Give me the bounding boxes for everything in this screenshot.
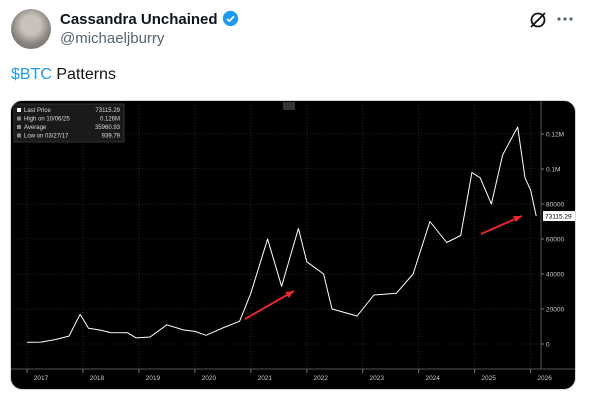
y-tick-label: 0.12M [546, 132, 564, 139]
x-tick-label: 2022 [314, 375, 329, 382]
legend-value: 939.79 [102, 134, 121, 140]
display-name[interactable]: Cassandra Unchained [60, 10, 239, 28]
y-tick-label: 40000 [546, 272, 564, 279]
x-tick-label: 2018 [90, 375, 105, 382]
avatar[interactable] [11, 9, 51, 49]
annotation-arrowhead [513, 216, 522, 222]
legend-swatch [17, 125, 21, 129]
legend-label: Average [24, 125, 47, 131]
y-tick-label: 80000 [546, 202, 564, 209]
grok-icon[interactable] [528, 10, 548, 30]
chart: 0 20000 40000 60000 80000 0.1M 0.12M 2017 2018 20… [11, 101, 575, 382]
tweet-text: $BTC Patterns [11, 66, 116, 84]
annotation-arrowhead [285, 291, 294, 298]
tweet-body: Patterns [56, 66, 116, 83]
x-tick-label: 2026 [537, 375, 552, 382]
price-line [26, 126, 537, 343]
x-tick-label: 2017 [34, 375, 49, 382]
legend-label: Last Price [24, 108, 51, 114]
more-icon[interactable] [556, 12, 574, 26]
y-tick-label: 60000 [546, 237, 564, 244]
y-tick-label: 0.1M [546, 167, 560, 174]
x-tick-label: 2021 [258, 375, 273, 382]
display-name-text[interactable]: Cassandra Unchained [60, 11, 218, 28]
legend-swatch [17, 133, 21, 138]
handle[interactable]: @michaeljburry [60, 30, 165, 47]
legend-label: High on 10/06/25 [24, 117, 70, 123]
x-tick-label: 2020 [202, 375, 217, 382]
last-price-tag [543, 211, 575, 222]
cashtag[interactable]: $BTC [11, 66, 52, 83]
y-tick-label: 20000 [546, 307, 564, 314]
legend-label: Low on 03/27/17 [24, 134, 69, 140]
x-tick-label: 2024 [425, 375, 440, 382]
x-tick-label: 2019 [146, 375, 161, 382]
legend-value: 35960.93 [95, 125, 121, 131]
legend-value: 0.126M [100, 117, 120, 123]
legend-swatch [17, 116, 21, 121]
verified-badge [222, 10, 238, 27]
annotation-arrow [244, 290, 295, 320]
legend-swatch [17, 108, 21, 112]
x-tick-label: 2023 [369, 375, 384, 382]
x-tick-label: 2025 [481, 375, 496, 382]
legend-box [13, 103, 125, 143]
chart-toolbar-button [283, 102, 295, 110]
legend-value: 73115.29 [95, 108, 120, 114]
y-tick-label: 0 [546, 342, 550, 349]
last-price-label: 73115.29 [545, 214, 572, 221]
tweet-image[interactable]: 0 20000 40000 60000 80000 0.1M 0.12M 2017 2018 20… [10, 100, 576, 390]
